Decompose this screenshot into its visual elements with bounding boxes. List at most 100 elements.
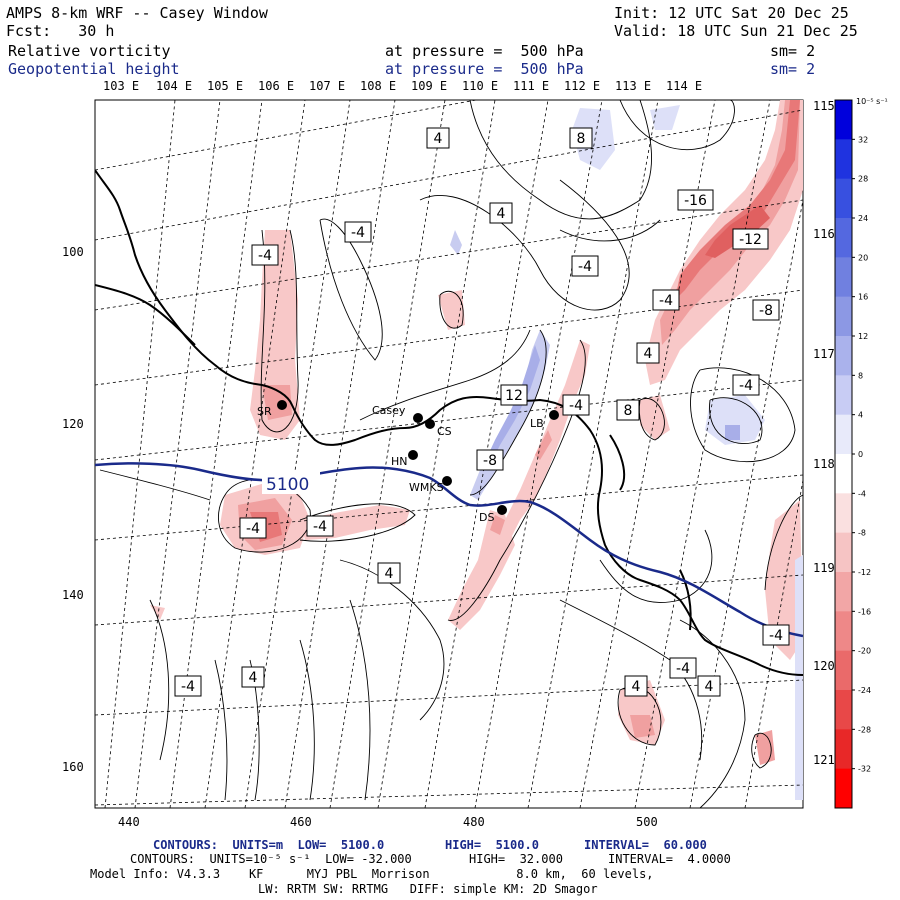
colorbar-tick: -24 (858, 686, 871, 695)
vort-label: 4 (497, 206, 506, 222)
vort-label: 4 (632, 679, 641, 695)
vort-label: -4 (351, 225, 365, 241)
height-contour-interval: INTERVAL= 60.000 (584, 838, 707, 852)
height-label-box (262, 472, 320, 494)
vort-label: -4 (578, 259, 592, 275)
vort-label: 4 (644, 346, 653, 362)
vort-label-box (636, 342, 660, 364)
station-dot-wmks (442, 476, 452, 486)
vort-label: -4 (246, 521, 260, 537)
field1-smoothing: sm= 2 (770, 42, 816, 60)
colorbar-tick: 28 (858, 175, 868, 184)
vort-label-box (174, 675, 202, 697)
vort-label-box (732, 374, 760, 396)
station-label-cs: CS (437, 425, 452, 438)
colorbar-tick: -16 (858, 607, 871, 616)
height-contour-label: 5100 (266, 475, 309, 495)
coastline (95, 169, 803, 676)
physics-info: LW: RRTM SW: RRTMG DIFF: simple KM: 2D S… (258, 882, 598, 896)
vort-label: 4 (705, 679, 714, 695)
x-tick-label: 440 (118, 815, 140, 829)
x-tick-label: 480 (463, 815, 485, 829)
lon-label: 105 E (207, 79, 243, 93)
lon-label: 103 E (103, 79, 139, 93)
station-dot-lb (549, 410, 559, 420)
x-tick-label: 500 (636, 815, 658, 829)
height-contour-info: CONTOURS: UNITS=m LOW= 5100.0 (153, 838, 385, 852)
vort-label: 8 (624, 403, 633, 419)
vort-label-box (239, 517, 267, 539)
vort-label: 4 (385, 566, 394, 582)
station-dot-sr (277, 400, 287, 410)
vort-label-box (426, 127, 450, 149)
station-dot-casey (413, 413, 423, 423)
colorbar-band (835, 257, 852, 298)
colorbar: 32 28 24 20 16 12 8 4 0 -4 -8 -12 -16 -20 -24 -28 -32 (834, 99, 871, 809)
lon-label: 106 E (258, 79, 294, 93)
vort-label-box (571, 255, 599, 277)
colorbar-tick: -4 (858, 489, 866, 498)
vort-label: -4 (676, 661, 690, 677)
vort-label: -4 (739, 378, 753, 394)
vort-label: -4 (769, 628, 783, 644)
colorbar-unit: 10⁻⁵ s⁻¹ (856, 97, 888, 106)
colorbar-band (835, 768, 852, 809)
colorbar-band (835, 650, 852, 691)
station-label-hn: HN (391, 455, 408, 468)
colorbar-band (835, 532, 852, 573)
vort-label: 8 (577, 131, 586, 147)
lon-label: 107 E (309, 79, 345, 93)
vort-contour-info: CONTOURS: UNITS=10⁻⁵ s⁻¹ LOW= -32.000 (130, 852, 412, 866)
vort-label: -4 (313, 519, 327, 535)
vort-label-box (251, 244, 279, 266)
colorbar-tick: 16 (858, 293, 868, 302)
field2-name: Geopotential height (8, 60, 180, 78)
vort-label: 12 (505, 388, 523, 404)
colorbar-tick: -20 (858, 647, 871, 656)
colorbar-band (835, 100, 852, 140)
station-label-wmks: WMKS (409, 481, 444, 494)
vort-label-box (569, 127, 593, 149)
vort-label-box (616, 399, 640, 421)
vort-label: -8 (483, 453, 497, 469)
x-tick-label: 460 (290, 815, 312, 829)
colorbar-band (835, 375, 852, 416)
forecast-hour: Fcst: 30 h (6, 22, 115, 40)
lon-label: 109 E (411, 79, 447, 93)
colorbar-band (835, 414, 852, 455)
colorbar-band (835, 139, 852, 180)
vort-label-box (344, 221, 372, 243)
station-label-casey: Casey (372, 404, 406, 417)
colorbar-tick: -32 (858, 765, 871, 774)
y-tick-label: 120 (62, 417, 84, 431)
station-markers (277, 400, 559, 515)
vort-label-box (762, 624, 790, 646)
vort-label-box (306, 515, 334, 537)
vort-label-box (732, 228, 769, 250)
colorbar-band (835, 218, 852, 258)
vort-label-box (377, 562, 401, 584)
colorbar-tick: -12 (858, 568, 871, 577)
station-dot-ds (497, 505, 507, 515)
vort-label: -4 (569, 398, 583, 414)
vort-label: -12 (739, 232, 762, 248)
x-axis-ticks: 440 460 480 500 (118, 815, 658, 829)
vort-label-box (677, 189, 714, 211)
colorbar-tick: 32 (858, 135, 868, 144)
vort-contour-high: HIGH= 32.000 (469, 852, 563, 866)
vort-label-box (562, 394, 590, 416)
vort-label: -16 (684, 193, 707, 209)
colorbar-band (835, 729, 852, 770)
station-dot-cs (425, 419, 435, 429)
vort-label: 4 (434, 131, 443, 147)
init-time: Init: 12 UTC Sat 20 Dec 25 (614, 4, 849, 22)
vort-contour-interval: INTERVAL= 4.0000 (608, 852, 731, 866)
colorbar-tick: -28 (858, 725, 871, 734)
colorbar-band (835, 454, 852, 494)
field2-level: at pressure = 500 hPa (385, 60, 584, 78)
lon-label: 104 E (156, 79, 192, 93)
height-contour-5100 (95, 462, 803, 638)
vorticity-contour-labels: -4 4 8 -4 4 -16 -12 -4 -8 -4 4 8 -4 12 -4 -8 -4 -4 4 -4 4 4 -4… (174, 127, 790, 697)
colorbar-band (835, 336, 852, 376)
